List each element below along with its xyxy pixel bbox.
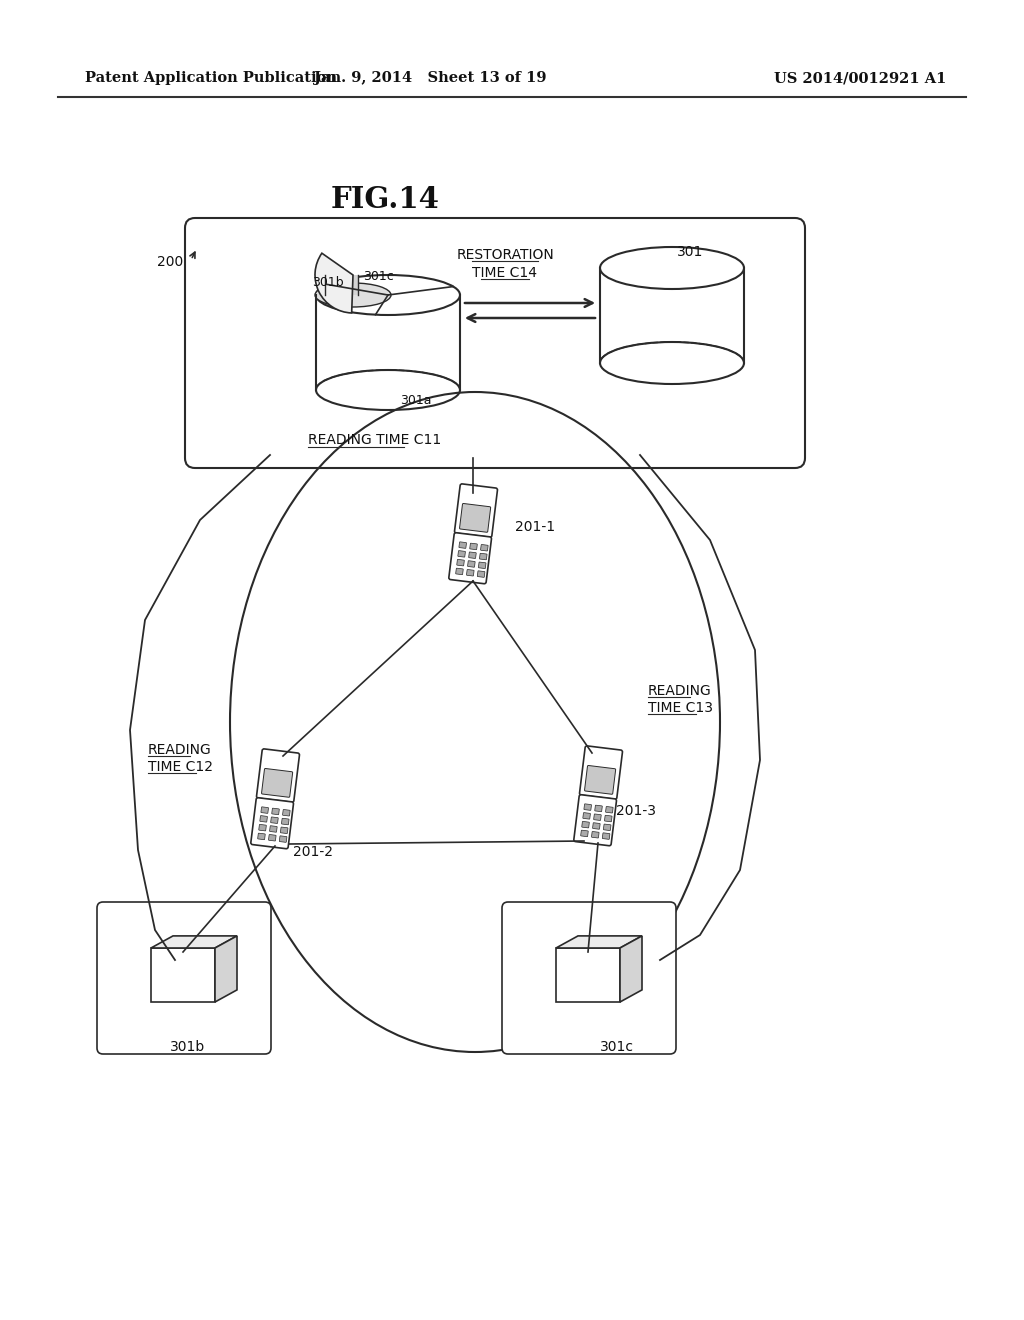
Polygon shape <box>316 294 460 389</box>
Polygon shape <box>600 268 744 363</box>
Text: RESTORATION: RESTORATION <box>456 248 554 261</box>
Text: 301b: 301b <box>170 1040 206 1053</box>
FancyBboxPatch shape <box>502 902 676 1053</box>
FancyBboxPatch shape <box>469 552 476 558</box>
Ellipse shape <box>600 342 744 384</box>
FancyBboxPatch shape <box>582 821 589 828</box>
FancyBboxPatch shape <box>459 541 467 548</box>
FancyBboxPatch shape <box>458 550 465 557</box>
Text: Jan. 9, 2014   Sheet 13 of 19: Jan. 9, 2014 Sheet 13 of 19 <box>313 71 546 84</box>
Ellipse shape <box>316 370 460 411</box>
Polygon shape <box>151 936 237 948</box>
FancyBboxPatch shape <box>283 809 290 816</box>
FancyBboxPatch shape <box>270 817 279 824</box>
Polygon shape <box>215 936 237 1002</box>
FancyBboxPatch shape <box>251 797 294 849</box>
Text: TIME C12: TIME C12 <box>148 760 213 774</box>
Text: READING: READING <box>148 743 212 756</box>
Polygon shape <box>620 936 642 1002</box>
Ellipse shape <box>315 282 391 308</box>
FancyBboxPatch shape <box>260 816 267 822</box>
FancyBboxPatch shape <box>604 816 612 822</box>
FancyBboxPatch shape <box>468 561 475 568</box>
Ellipse shape <box>316 275 460 315</box>
FancyBboxPatch shape <box>456 568 463 574</box>
FancyBboxPatch shape <box>581 830 588 837</box>
FancyBboxPatch shape <box>457 560 464 566</box>
FancyBboxPatch shape <box>281 828 288 833</box>
FancyBboxPatch shape <box>271 808 280 814</box>
FancyBboxPatch shape <box>261 768 293 797</box>
Text: READING TIME C11: READING TIME C11 <box>308 433 441 447</box>
FancyBboxPatch shape <box>573 795 616 846</box>
Text: READING: READING <box>648 684 712 698</box>
FancyBboxPatch shape <box>268 834 276 841</box>
Text: FIG.14: FIG.14 <box>331 186 439 214</box>
FancyBboxPatch shape <box>479 553 487 560</box>
Polygon shape <box>556 948 620 1002</box>
FancyBboxPatch shape <box>460 503 490 532</box>
Polygon shape <box>325 275 358 294</box>
FancyBboxPatch shape <box>584 804 592 810</box>
FancyBboxPatch shape <box>605 807 613 813</box>
FancyBboxPatch shape <box>477 570 485 577</box>
FancyBboxPatch shape <box>455 484 498 537</box>
FancyBboxPatch shape <box>467 569 474 576</box>
Text: 201-1: 201-1 <box>515 520 555 535</box>
FancyBboxPatch shape <box>585 766 615 795</box>
FancyBboxPatch shape <box>269 826 278 832</box>
FancyBboxPatch shape <box>593 822 600 829</box>
FancyBboxPatch shape <box>478 562 486 569</box>
Text: 301c: 301c <box>600 1040 634 1053</box>
Text: 301: 301 <box>677 246 703 259</box>
Text: 201-3: 201-3 <box>616 804 656 818</box>
FancyBboxPatch shape <box>258 833 265 840</box>
FancyBboxPatch shape <box>595 805 602 812</box>
FancyBboxPatch shape <box>185 218 805 469</box>
FancyBboxPatch shape <box>470 543 477 549</box>
FancyBboxPatch shape <box>602 833 610 840</box>
Text: 301c: 301c <box>362 271 393 284</box>
Text: TIME C14: TIME C14 <box>472 267 538 280</box>
FancyBboxPatch shape <box>259 825 266 830</box>
Text: 301b: 301b <box>312 276 344 289</box>
Text: 301a: 301a <box>400 393 431 407</box>
FancyBboxPatch shape <box>282 818 289 825</box>
FancyBboxPatch shape <box>257 748 299 803</box>
Text: US 2014/0012921 A1: US 2014/0012921 A1 <box>774 71 946 84</box>
FancyBboxPatch shape <box>592 832 599 838</box>
Text: Patent Application Publication: Patent Application Publication <box>85 71 337 84</box>
Polygon shape <box>151 948 215 1002</box>
Polygon shape <box>556 936 642 948</box>
FancyBboxPatch shape <box>480 545 488 550</box>
FancyBboxPatch shape <box>449 533 492 583</box>
FancyBboxPatch shape <box>261 807 268 813</box>
Wedge shape <box>315 253 353 313</box>
FancyBboxPatch shape <box>594 814 601 821</box>
Text: 200: 200 <box>157 255 183 269</box>
FancyBboxPatch shape <box>97 902 271 1053</box>
Text: TIME C13: TIME C13 <box>648 701 713 715</box>
Text: 201-2: 201-2 <box>293 845 333 859</box>
Ellipse shape <box>600 247 744 289</box>
FancyBboxPatch shape <box>603 824 611 830</box>
FancyBboxPatch shape <box>280 836 287 842</box>
FancyBboxPatch shape <box>583 813 591 820</box>
FancyBboxPatch shape <box>580 746 623 800</box>
